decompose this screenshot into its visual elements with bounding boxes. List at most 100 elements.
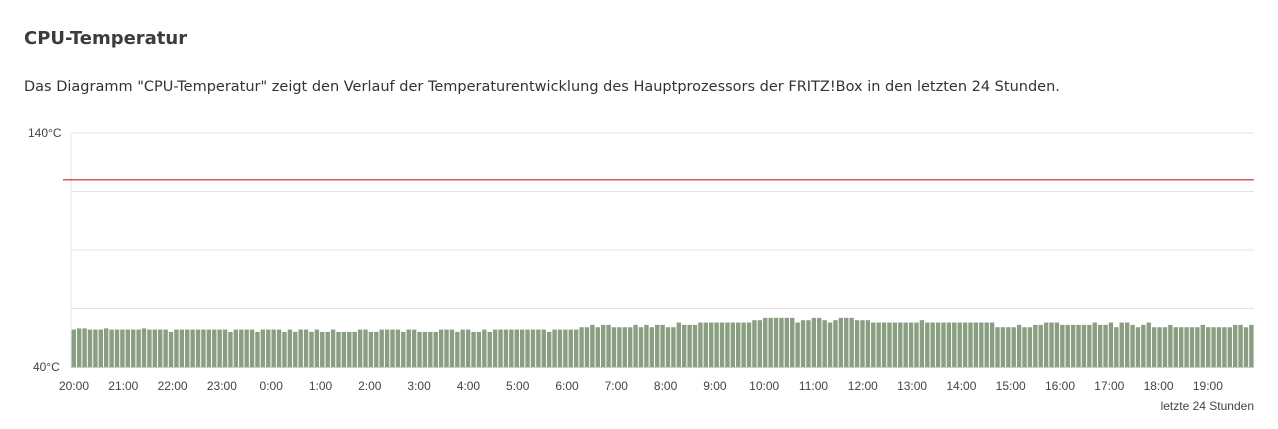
temperature-bar bbox=[471, 331, 476, 367]
temperature-bar bbox=[671, 327, 676, 367]
page-description: Das Diagramm "CPU-Temperatur" zeigt den … bbox=[24, 79, 1060, 95]
x-tick-label: 7:00 bbox=[605, 379, 629, 393]
y-tick-label: 40°C bbox=[33, 360, 60, 374]
temperature-bar bbox=[1011, 327, 1016, 367]
temperature-bar bbox=[487, 331, 492, 367]
temperature-bar bbox=[460, 329, 465, 367]
temperature-bar bbox=[984, 322, 989, 367]
temperature-bar bbox=[1119, 322, 1124, 367]
temperature-bar bbox=[1006, 327, 1011, 367]
x-tick-label: 12:00 bbox=[848, 379, 878, 393]
temperature-bar bbox=[168, 331, 174, 367]
temperature-bar bbox=[1227, 327, 1232, 367]
temperature-bar bbox=[746, 322, 752, 367]
temperature-bar bbox=[1184, 327, 1189, 367]
page-title: CPU-Temperatur bbox=[24, 28, 188, 49]
x-tick-label: 22:00 bbox=[158, 379, 188, 393]
temperature-bar bbox=[536, 329, 541, 367]
temperature-bar bbox=[1087, 324, 1092, 367]
x-tick-label: 16:00 bbox=[1045, 379, 1075, 393]
temperature-bar bbox=[854, 320, 860, 367]
temperature-bar bbox=[919, 320, 925, 367]
temperature-bar bbox=[563, 329, 568, 367]
temperature-bar bbox=[228, 331, 233, 367]
temperature-bar bbox=[352, 331, 357, 367]
temperature-bar bbox=[158, 329, 163, 367]
temperature-bar bbox=[573, 329, 579, 367]
temperature-bar bbox=[1168, 324, 1173, 367]
x-tick-label: 8:00 bbox=[654, 379, 678, 393]
temperature-bar bbox=[844, 317, 849, 367]
temperature-bar bbox=[395, 329, 401, 367]
temperature-bar bbox=[417, 331, 422, 367]
temperature-bar bbox=[935, 322, 941, 367]
temperature-bar bbox=[979, 322, 984, 367]
temperature-bar bbox=[276, 329, 282, 367]
temperature-bar bbox=[660, 324, 665, 367]
temperature-bar bbox=[768, 317, 773, 367]
temperature-bar bbox=[368, 331, 374, 367]
temperature-bar bbox=[1243, 327, 1249, 367]
temperature-bar bbox=[282, 331, 287, 367]
x-tick-label: 2:00 bbox=[358, 379, 382, 393]
temperature-bar bbox=[195, 329, 201, 367]
temperature-bar bbox=[325, 331, 330, 367]
temperature-bar bbox=[530, 329, 536, 367]
temperature-bar bbox=[1043, 322, 1049, 367]
temperature-bar bbox=[509, 329, 514, 367]
temperature-bar bbox=[914, 322, 919, 367]
temperature-bar bbox=[136, 329, 141, 367]
temperature-bar bbox=[363, 329, 368, 367]
temperature-bar bbox=[114, 329, 120, 367]
temperature-bar bbox=[1249, 324, 1254, 367]
temperature-bar bbox=[773, 317, 779, 367]
temperature-bar bbox=[271, 329, 276, 367]
temperature-bar bbox=[379, 329, 384, 367]
temperature-bar bbox=[898, 322, 903, 367]
temperature-bar bbox=[1108, 322, 1114, 367]
temperature-bar bbox=[1092, 322, 1097, 367]
temperature-bar bbox=[811, 317, 817, 367]
temperature-bar bbox=[719, 322, 725, 367]
temperature-bar bbox=[503, 329, 509, 367]
temperature-bar bbox=[1065, 324, 1070, 367]
temperature-bar bbox=[908, 322, 914, 367]
temperature-bar bbox=[665, 327, 671, 367]
temperature-bar bbox=[736, 322, 741, 367]
temperature-bar bbox=[1114, 327, 1119, 367]
temperature-bar bbox=[860, 320, 865, 367]
temperature-bar bbox=[120, 329, 125, 367]
temperature-bar bbox=[482, 329, 487, 367]
temperature-bar bbox=[222, 329, 228, 367]
temperature-bar bbox=[730, 322, 736, 367]
temperature-bar bbox=[655, 324, 660, 367]
temperature-bar bbox=[357, 329, 363, 367]
temperature-bar bbox=[989, 322, 995, 367]
temperature-bar bbox=[995, 327, 1000, 367]
temperature-bar bbox=[741, 322, 746, 367]
temperature-bar bbox=[633, 324, 638, 367]
temperature-bar bbox=[104, 328, 109, 367]
temperature-bar bbox=[800, 320, 806, 367]
temperature-bar bbox=[190, 329, 195, 367]
temperature-bar bbox=[179, 329, 185, 367]
temperature-bar bbox=[287, 329, 293, 367]
temperature-bar bbox=[817, 317, 822, 367]
temperature-bar bbox=[611, 327, 617, 367]
temperature-bar bbox=[298, 329, 303, 367]
x-tick-label: 10:00 bbox=[749, 379, 779, 393]
temperature-bar bbox=[1211, 327, 1216, 367]
temperature-bar bbox=[303, 329, 309, 367]
temperature-bar bbox=[1205, 327, 1211, 367]
temperature-bar bbox=[795, 322, 800, 367]
temperature-bar bbox=[871, 322, 876, 367]
temperature-bar bbox=[147, 329, 152, 367]
x-tick-label: 1:00 bbox=[309, 379, 333, 393]
temperature-bar bbox=[125, 329, 131, 367]
temperature-bar bbox=[968, 322, 973, 367]
x-tick-label: 21:00 bbox=[108, 379, 138, 393]
temperature-bar bbox=[887, 322, 892, 367]
temperature-bar bbox=[1000, 327, 1006, 367]
temperature-bar bbox=[1232, 324, 1238, 367]
temperature-bar bbox=[557, 329, 563, 367]
